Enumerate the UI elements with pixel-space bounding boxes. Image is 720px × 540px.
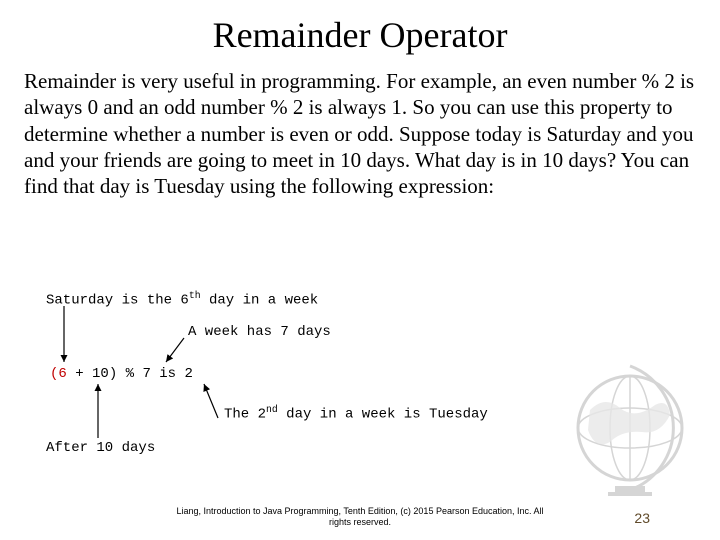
expr-plus10: + 10)	[67, 366, 117, 382]
body-paragraph: Remainder is very useful in programming.…	[24, 68, 696, 199]
anno-week: A week has 7 days	[188, 324, 331, 340]
anno-after10: After 10 days	[46, 440, 155, 456]
expr-is2: is 2	[151, 366, 193, 382]
expr-mod7: % 7	[117, 366, 151, 382]
globe-decoration	[560, 360, 700, 500]
anno-tuesday: The 2nd day in a week is Tuesday	[224, 404, 488, 423]
expr-six: (6	[50, 366, 67, 382]
anno-saturday: Saturday is the 6th day in a week	[46, 290, 318, 309]
footer-citation: Liang, Introduction to Java Programming,…	[0, 506, 720, 528]
page-number: 23	[634, 510, 650, 526]
expression: (6 + 10) % 7 is 2	[50, 366, 193, 382]
slide-title: Remainder Operator	[24, 14, 696, 56]
